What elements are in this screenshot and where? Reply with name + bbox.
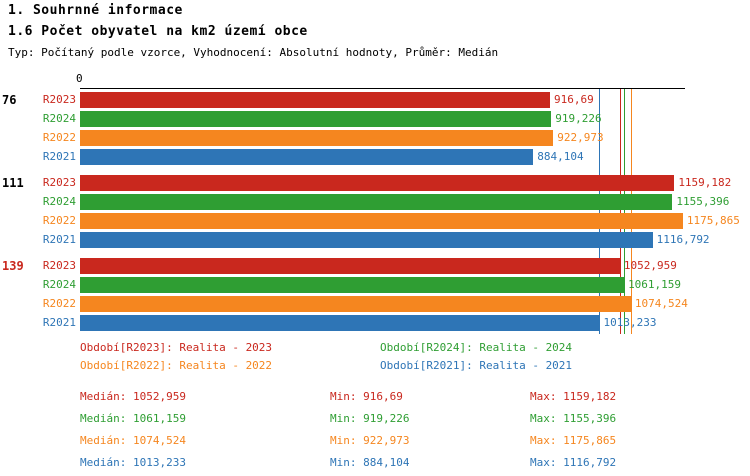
series-label: R2024 [42, 278, 76, 291]
bar-r2022 [80, 296, 631, 312]
series-label: R2024 [42, 195, 76, 208]
stat-median-r2021: Medián: 1013,233 [80, 456, 186, 469]
bar-r2023 [80, 258, 620, 274]
median-line-r2021 [599, 89, 601, 334]
chart-subtitle: Typ: Počítaný podle vzorce, Vyhodnocení:… [8, 46, 499, 59]
bar-value-label: 1175,865 [686, 214, 740, 227]
stat-median-r2024: Medián: 1061,159 [80, 412, 186, 425]
stat-min-r2023: Min: 916,69 [330, 390, 403, 403]
section-title: 1. Souhrnné informace [8, 3, 183, 18]
stat-min-r2022: Min: 922,973 [330, 434, 410, 447]
bar-r2022 [80, 130, 554, 146]
bar-row: R2022 1074,524 [43, 296, 688, 312]
series-label: R2021 [42, 316, 76, 329]
bar-r2023 [80, 92, 550, 108]
stat-min-r2021: Min: 884,104 [330, 456, 410, 469]
series-label: R2022 [42, 297, 76, 310]
bar-r2022 [80, 213, 683, 229]
bar-value-label: 1013,233 [603, 316, 657, 329]
series-label: R2023 [42, 93, 76, 106]
bar-row: 76 R2023 916,69 [2, 92, 685, 108]
stats-summary: Medián: 1052,959 Min: 916,69 Max: 1159,182… [0, 390, 750, 476]
series-label: R2021 [42, 150, 76, 163]
bar-value-label: 1116,792 [656, 233, 710, 246]
group-label: 76 [2, 93, 17, 107]
stat-median-r2023: Medián: 1052,959 [80, 390, 186, 403]
stat-min-r2024: Min: 919,226 [330, 412, 410, 425]
median-line-r2023 [619, 89, 621, 334]
legend-item-r2022: Období[R2022]: Realita - 2022 [80, 359, 273, 372]
chart-legend: Období[R2023]: Realita - 2023 Období[R202… [0, 341, 750, 381]
bar-row: R2022 922,973 [43, 130, 685, 146]
bar-value-label: 1052,959 [623, 259, 677, 272]
bar-r2021 [80, 315, 600, 331]
bar-value-label: 916,69 [553, 93, 594, 106]
stat-max-r2024: Max: 1155,396 [530, 412, 617, 425]
median-line-r2024 [624, 89, 626, 334]
bar-r2021 [80, 149, 534, 165]
bar-row: R2022 1175,865 [43, 213, 740, 229]
bar-row: 139 R2023 1052,959 [2, 258, 685, 274]
median-line-r2022 [630, 89, 632, 334]
stat-max-r2021: Max: 1116,792 [530, 456, 617, 469]
bar-value-label: 1074,524 [634, 297, 688, 310]
bar-chart-plot-area: 76 R2023 916,69 R2024 919,226 R2022 922,973 R20… [2, 88, 740, 334]
group-label: 111 [2, 176, 24, 190]
series-label: R2023 [42, 259, 76, 272]
series-label: R2023 [42, 176, 76, 189]
stat-median-r2022: Medián: 1074,524 [80, 434, 186, 447]
bar-row: 111 R2023 1159,182 [2, 175, 731, 191]
bar-value-label: 1061,159 [628, 278, 682, 291]
bar-row: R2024 919,226 [43, 111, 685, 127]
bar-r2024 [80, 277, 625, 293]
bar-r2021 [80, 232, 653, 248]
series-label: R2022 [42, 131, 76, 144]
bar-r2023 [80, 175, 675, 191]
series-label: R2021 [42, 233, 76, 246]
bar-row: R2021 1116,792 [43, 232, 710, 248]
series-label: R2024 [42, 112, 76, 125]
bar-r2024 [80, 194, 673, 210]
bar-r2024 [80, 111, 552, 127]
group-label: 139 [2, 259, 24, 273]
bar-value-label: 919,226 [555, 112, 602, 125]
bar-row: R2021 1013,233 [43, 315, 685, 331]
bar-row: R2024 1061,159 [43, 277, 685, 293]
bar-value-label: 922,973 [557, 131, 604, 144]
stat-max-r2022: Max: 1175,865 [530, 434, 617, 447]
bar-value-label: 1155,396 [676, 195, 730, 208]
series-label: R2022 [42, 214, 76, 227]
legend-item-r2023: Období[R2023]: Realita - 2023 [80, 341, 273, 354]
bar-value-label: 1159,182 [678, 176, 732, 189]
legend-item-r2024: Období[R2024]: Realita - 2024 [380, 341, 573, 354]
stat-max-r2023: Max: 1159,182 [530, 390, 617, 403]
bar-row: R2021 884,104 [43, 149, 685, 165]
bar-row: R2024 1155,396 [43, 194, 729, 210]
chart-title: 1.6 Počet obyvatel na km2 území obce [8, 24, 308, 39]
legend-item-r2021: Období[R2021]: Realita - 2021 [380, 359, 573, 372]
bar-value-label: 884,104 [537, 150, 584, 163]
axis-origin-label: 0 [76, 72, 83, 85]
